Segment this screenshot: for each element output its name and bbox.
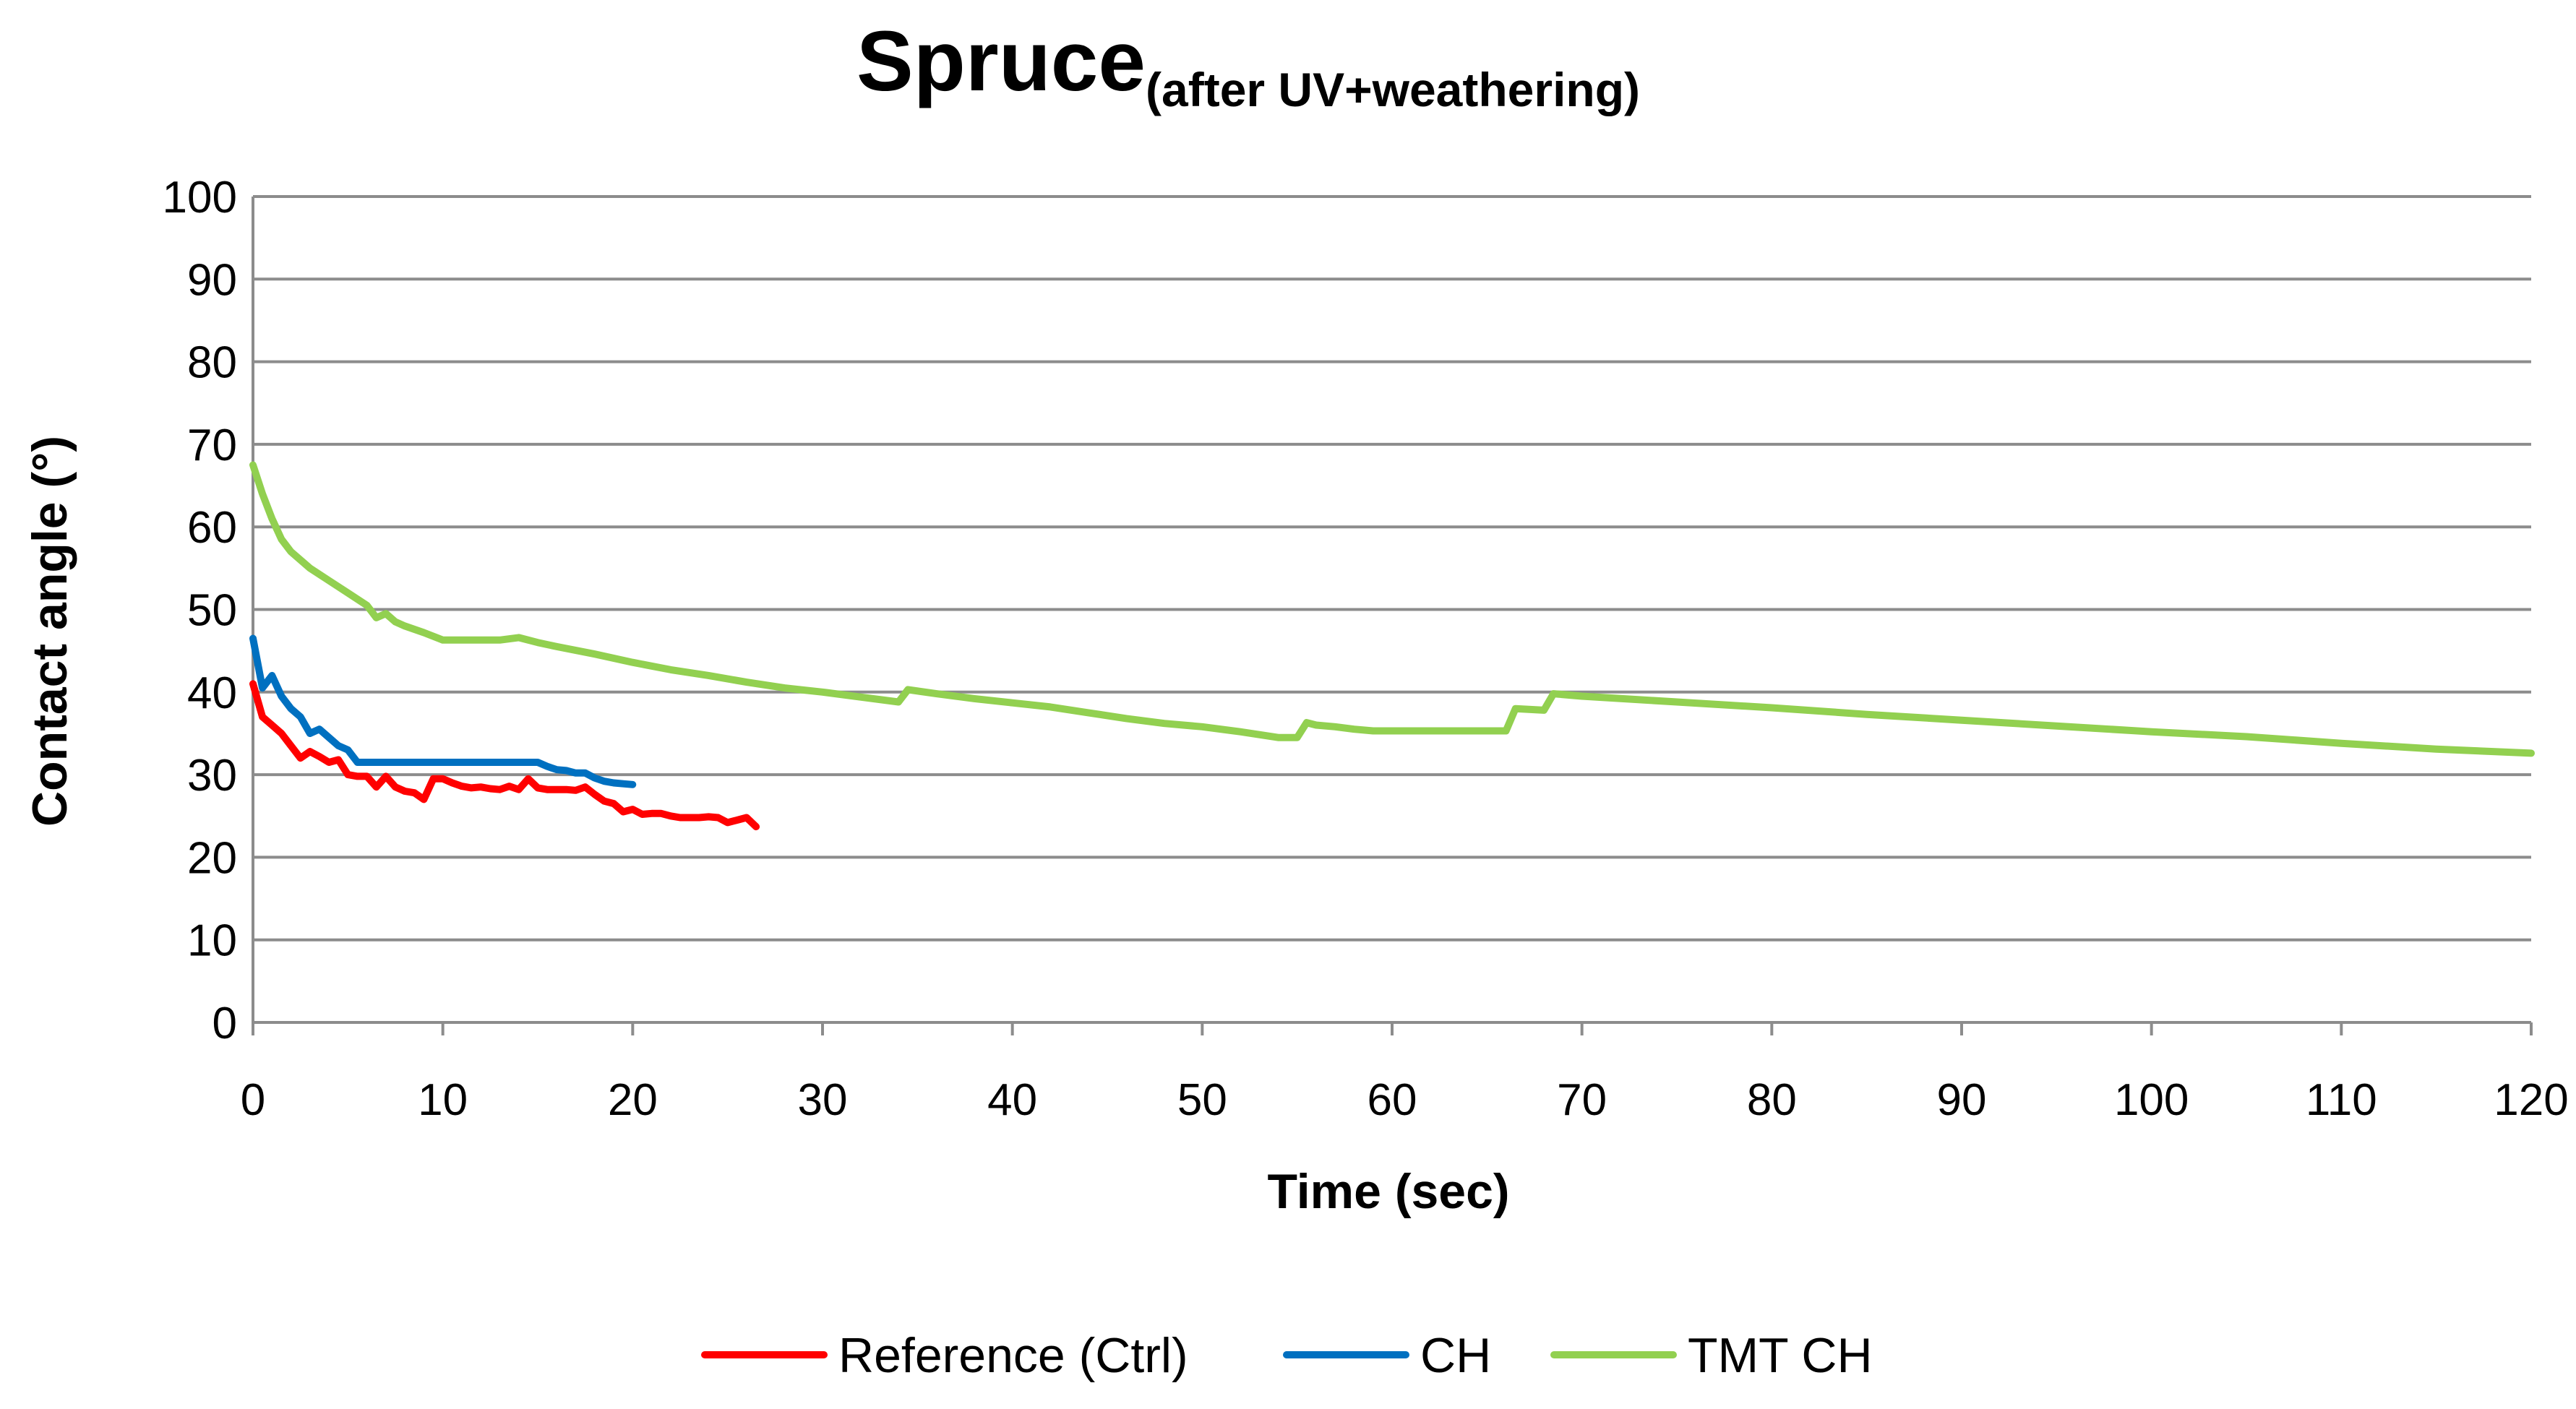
x-axis-title: Time (sec) (1267, 1164, 1509, 1219)
series-line-tmt-ch (249, 461, 2535, 757)
legend-label: CH (1420, 1328, 1491, 1383)
y-tick-label: 90 (187, 255, 237, 305)
y-tick-label: 80 (187, 338, 237, 388)
x-tick-label: 10 (418, 1075, 468, 1125)
x-tick-label: 40 (987, 1075, 1037, 1125)
series-line-ch (249, 634, 637, 788)
legend-label: TMT CH (1688, 1328, 1873, 1383)
y-tick-label: 70 (187, 421, 237, 470)
x-tick-label: 30 (798, 1075, 848, 1125)
x-tick-label: 110 (2306, 1075, 2377, 1125)
x-tick-label: 80 (1747, 1075, 1797, 1125)
y-tick-label: 10 (187, 916, 237, 966)
legend-label: Reference (Ctrl) (838, 1328, 1188, 1383)
x-tick-label: 90 (1937, 1075, 1987, 1125)
y-tick-label: 20 (187, 833, 237, 883)
y-tick-label: 40 (187, 668, 237, 718)
x-tick-label: 50 (1177, 1075, 1227, 1125)
chart-title-subtitle: (after UV+weathering) (1146, 63, 1640, 116)
legend: Reference (Ctrl) CH TMT CH (701, 1328, 1873, 1383)
chart-title: Spruce(after UV+weathering) (856, 14, 1640, 116)
x-axis-ticks: 0 10 20 30 40 50 60 70 80 90 100 110 120 (241, 1022, 2569, 1125)
x-tick-label: 70 (1557, 1075, 1607, 1125)
gridlines (252, 195, 2531, 1024)
series-lines (249, 461, 2535, 831)
y-tick-label: 30 (187, 751, 237, 801)
y-tick-label: 50 (187, 586, 237, 636)
y-tick-label: 0 (212, 999, 237, 1048)
x-tick-label: 0 (241, 1075, 265, 1125)
x-tick-label: 100 (2114, 1075, 2189, 1125)
x-tick-label: 120 (2494, 1075, 2568, 1125)
x-tick-label: 20 (608, 1075, 658, 1125)
y-axis-title: Contact angle (°) (22, 436, 77, 827)
series-line-reference-ctrl (249, 680, 760, 831)
x-tick-label: 60 (1368, 1075, 1417, 1125)
chart-title-main: Spruce (856, 14, 1146, 109)
y-axis-ticks: 0 10 20 30 40 50 60 70 80 90 100 (163, 173, 237, 1048)
y-tick-label: 100 (163, 173, 237, 223)
y-tick-label: 60 (187, 503, 237, 553)
